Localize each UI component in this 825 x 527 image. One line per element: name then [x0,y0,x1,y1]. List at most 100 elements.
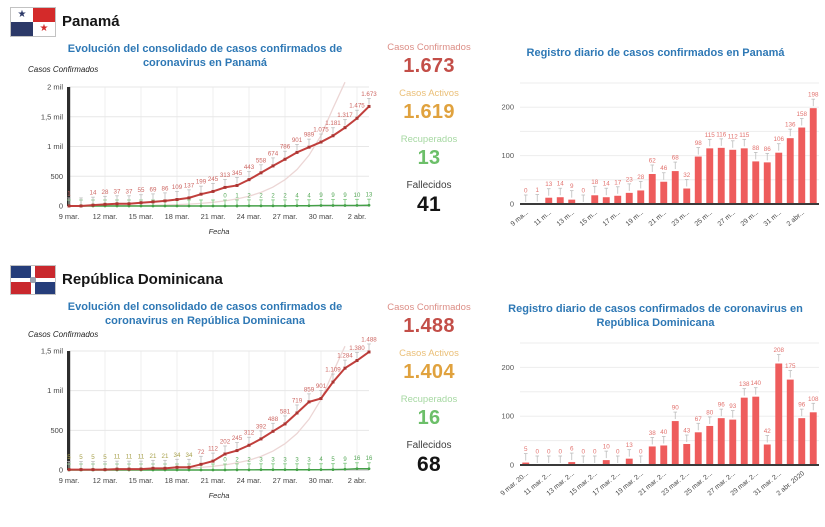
svg-text:11: 11 [114,454,121,461]
svg-text:11 m...: 11 m... [533,209,553,227]
svg-text:1: 1 [67,190,71,197]
svg-text:106: 106 [773,136,784,143]
svg-text:200: 200 [501,103,514,112]
svg-text:0: 0 [581,188,585,195]
stat-deaths-label: Fallecidos [406,440,452,451]
svg-text:23 m...: 23 m... [671,209,692,228]
svg-text:1.109: 1.109 [325,367,341,374]
svg-text:0: 0 [223,194,227,200]
svg-text:5: 5 [67,454,71,461]
stat-recovered: Recuperados 16 [401,394,458,430]
dominican-evolution-title: Evolución del consolidado de casos confi… [67,301,343,328]
svg-text:0: 0 [59,466,63,475]
svg-text:112: 112 [208,446,218,453]
svg-text:37: 37 [126,188,133,195]
svg-text:17 m...: 17 m... [602,209,623,228]
svg-text:18 mar.: 18 mar. [165,476,190,485]
svg-text:24 mar.: 24 mar. [237,476,262,485]
svg-text:9: 9 [331,193,335,199]
svg-text:5: 5 [331,457,335,463]
svg-text:786: 786 [280,144,291,151]
stat-deaths-value: 41 [417,193,441,216]
svg-text:1 mil: 1 mil [47,142,63,151]
svg-text:2: 2 [235,457,239,463]
svg-text:42: 42 [764,428,772,435]
svg-text:23: 23 [626,176,634,183]
svg-text:2: 2 [283,193,287,199]
panama-stats: Casos Confirmados 1.673 Casos Activos 1.… [376,42,482,227]
stat-active: Casos Activos 1.404 [399,348,459,384]
svg-text:32: 32 [683,172,691,179]
svg-text:18 mar.: 18 mar. [165,212,190,221]
svg-text:2: 2 [259,193,263,199]
svg-text:5: 5 [79,454,83,461]
svg-text:245: 245 [208,176,219,183]
svg-text:5: 5 [91,454,95,461]
panama-evolution-ylabel: Casos Confirmados [28,65,99,74]
svg-text:1.673: 1.673 [361,91,377,98]
stat-active-label: Casos Activos [399,348,459,359]
country-title-dominican: República Dominicana [62,271,223,288]
svg-text:Fecha: Fecha [209,491,230,500]
svg-text:2 abr.: 2 abr. [348,476,367,485]
svg-text:1.181: 1.181 [325,120,341,127]
svg-text:31 m...: 31 m... [763,209,784,228]
svg-text:581: 581 [280,408,291,415]
svg-text:96: 96 [798,402,806,409]
stat-deaths: Fallecidos 68 [406,440,451,477]
svg-text:9 mar.: 9 mar. [59,212,80,221]
svg-text:0: 0 [639,449,643,456]
svg-text:13 m...: 13 m... [556,209,577,228]
stat-active-value: 1.404 [403,361,455,383]
svg-text:108: 108 [808,396,819,403]
svg-text:116: 116 [716,131,727,138]
panama-flag: ★ ★ [10,7,56,37]
stat-confirmed: Casos Confirmados 1.673 [387,42,470,78]
svg-text:198: 198 [808,92,819,99]
svg-text:3: 3 [307,457,311,463]
svg-text:12 mar.: 12 mar. [93,476,118,485]
svg-text:1.075: 1.075 [313,127,329,134]
stat-deaths-label: Fallecidos [406,180,452,191]
svg-text:345: 345 [232,170,243,177]
svg-text:1.284: 1.284 [337,353,353,360]
stat-confirmed-value: 1.673 [403,55,455,77]
svg-text:9 mar.: 9 mar. [59,476,80,485]
svg-text:67: 67 [695,416,703,423]
svg-text:199: 199 [196,179,207,186]
svg-text:140: 140 [750,380,761,387]
svg-text:100: 100 [501,151,514,160]
svg-text:2: 2 [247,457,251,463]
panama-daily-title: Registro diario de casos confirmados en … [526,47,785,59]
svg-text:202: 202 [220,438,231,445]
svg-text:500: 500 [50,172,63,181]
svg-text:5: 5 [524,446,528,453]
dr-coat-of-arms-icon [30,277,36,283]
svg-text:0: 0 [510,461,514,470]
svg-text:90: 90 [672,405,680,412]
svg-text:0: 0 [59,202,63,211]
svg-text:72: 72 [198,449,205,456]
svg-text:2 mil: 2 mil [47,83,63,92]
svg-text:11: 11 [138,454,145,461]
svg-text:62: 62 [649,157,657,164]
stat-recovered: Recuperados 13 [401,134,458,170]
svg-text:6: 6 [570,446,574,453]
svg-text:15 mar.: 15 mar. [129,212,154,221]
svg-text:93: 93 [729,403,737,410]
svg-text:29 m...: 29 m... [740,209,761,228]
svg-text:115: 115 [705,132,716,139]
svg-text:137: 137 [184,182,195,189]
svg-text:14: 14 [90,190,97,197]
svg-text:15 m...: 15 m... [579,209,600,228]
svg-text:3: 3 [271,457,275,463]
svg-text:1 mil: 1 mil [47,386,63,395]
svg-text:1.488: 1.488 [361,336,377,343]
svg-text:21 mar.: 21 mar. [201,212,226,221]
stat-confirmed-value: 1.488 [403,315,455,337]
svg-text:86: 86 [162,185,169,192]
